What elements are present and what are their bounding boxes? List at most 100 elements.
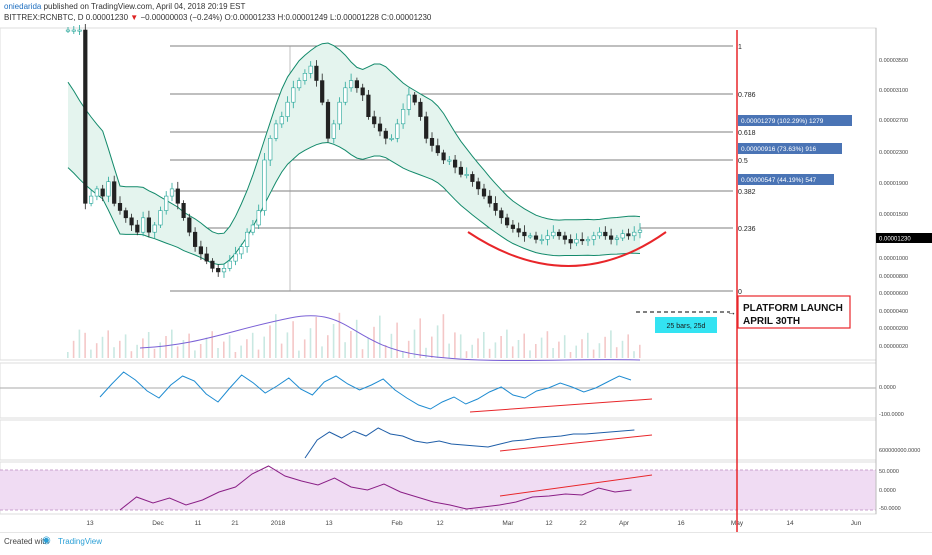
time-tick-label: 12: [545, 520, 553, 527]
last-price-tag-text: 0.00001230: [879, 237, 911, 243]
ohlc-values: O:0.00001233 H:0.00001249 L:0.00001228 C…: [224, 13, 432, 22]
price-tick-label: 0.00000020: [879, 344, 908, 350]
volume-bar: [159, 342, 161, 358]
candle-body: [580, 239, 585, 242]
candle-body: [551, 231, 556, 237]
candle-body: [510, 224, 516, 229]
volume-bar: [228, 335, 231, 358]
candle-body: [83, 29, 88, 204]
candle-body: [296, 80, 302, 89]
candle-body: [279, 116, 284, 125]
candle-body: [158, 210, 163, 226]
volume-bar: [569, 352, 572, 358]
candle-body: [400, 109, 406, 125]
rsi-tick-label: -50.0000: [879, 506, 901, 512]
candle-body: [620, 233, 625, 239]
volume-bar: [563, 335, 566, 358]
last-price: 0.00001230: [85, 13, 129, 22]
volume-bar: [78, 329, 81, 358]
obv-pane: [0, 419, 877, 461]
candle-body: [412, 94, 417, 103]
time-tick-label: 13: [325, 520, 333, 527]
volume-bar: [592, 349, 595, 358]
price-tick-label: 0.00003500: [879, 58, 908, 64]
candle-body: [250, 224, 256, 233]
volume-bar: [298, 350, 300, 358]
fib-label-0.236: 0.236: [738, 226, 756, 233]
volume-bar: [523, 333, 525, 358]
candle-body: [204, 253, 209, 262]
time-tick-label: 14: [786, 520, 794, 527]
rounding-bottom-arc: [467, 231, 667, 267]
volume-bar: [240, 345, 242, 358]
candle-body: [325, 101, 331, 139]
volume-bar: [546, 331, 549, 358]
candle-body: [487, 195, 492, 204]
volume-bar: [292, 321, 294, 358]
volume-bar: [332, 324, 335, 358]
volume-bar: [540, 337, 543, 358]
candle-body: [608, 235, 614, 240]
volume-bar: [119, 340, 121, 358]
volume-bar: [633, 351, 635, 358]
published-text: published on TradingView.com, April 04, …: [43, 2, 246, 11]
volume-bar: [321, 346, 323, 358]
cci-line: [99, 371, 632, 410]
volume-bar: [251, 332, 254, 358]
footer-bar: Created with ◉ TradingView: [0, 532, 932, 551]
cci-tick-label: 0.0000: [879, 385, 896, 391]
candle-body: [360, 87, 365, 96]
candle-body: [112, 181, 117, 204]
volume-bar: [598, 343, 601, 358]
candle-body: [291, 87, 296, 103]
price-tick-label: 0.00001900: [879, 181, 908, 187]
footer-brand[interactable]: TradingView: [58, 537, 103, 546]
candle-body: [227, 260, 232, 269]
candle-body: [372, 116, 377, 125]
candle-body: [331, 123, 336, 139]
candle-body: [216, 267, 221, 273]
candle-body: [262, 159, 267, 211]
candle-body: [591, 235, 596, 240]
volume-bar: [610, 330, 612, 358]
volume-bar: [529, 350, 531, 358]
candle-body: [603, 231, 608, 237]
fib-label-1: 1: [738, 44, 742, 51]
fib-price-box: [738, 115, 852, 126]
candle-body: [141, 217, 146, 233]
chart-header-line2: BITTREX:RCNBTC, D 0.00001230 ▼ −0.000000…: [4, 13, 431, 22]
divergence-line-1: [499, 434, 653, 452]
arrow-right-icon: →: [727, 307, 736, 317]
volume-bar: [384, 345, 387, 358]
price-tick-label: 0.00000200: [879, 326, 908, 332]
candle-body: [366, 94, 371, 118]
candle-body: [181, 203, 186, 219]
volume-bar: [436, 325, 439, 358]
volume-bar: [344, 342, 346, 358]
volume-bar: [494, 342, 497, 358]
volume-bar: [171, 329, 173, 358]
fib-price-box: [738, 143, 842, 154]
volume-bar: [431, 336, 433, 358]
measure-box: [655, 317, 717, 333]
volume-bar: [558, 341, 560, 358]
volume-bar: [263, 336, 265, 358]
fib-label-0.382: 0.382: [738, 189, 756, 196]
volume-bar: [604, 336, 606, 358]
candle-body: [516, 228, 521, 233]
volume-bar: [194, 350, 196, 358]
price-tick-label: 0.00002700: [879, 118, 908, 124]
candle-body: [117, 203, 123, 211]
volume-bar: [165, 336, 167, 358]
volume-bar: [581, 339, 583, 358]
author-link[interactable]: oniedarida: [4, 2, 42, 11]
time-tick-label: 12: [436, 520, 444, 527]
launch-box: [737, 295, 851, 329]
candle-body: [221, 267, 227, 273]
fib-price-box: [738, 174, 834, 185]
volume-bar: [275, 314, 277, 358]
volume-bar: [454, 332, 456, 358]
volume-bar: [315, 317, 317, 358]
